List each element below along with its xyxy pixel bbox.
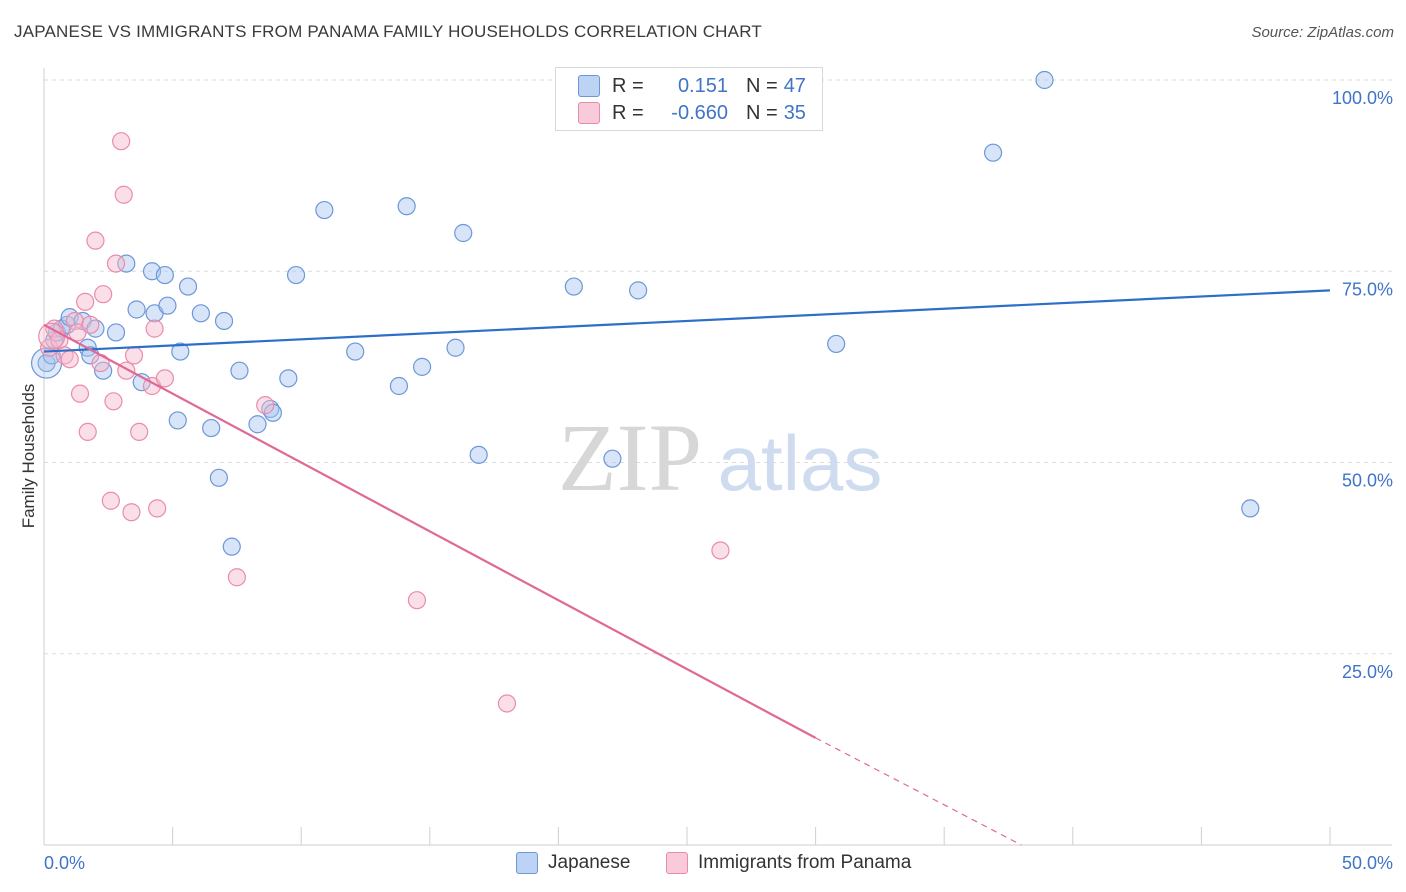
- trend-lines: [43, 289, 1331, 846]
- data-point-panama: [256, 396, 275, 415]
- data-point-japanese: [171, 342, 190, 361]
- data-point-panama: [81, 315, 100, 334]
- legend-n-value: 35: [783, 101, 806, 124]
- watermark-atlas: atlas: [718, 419, 883, 507]
- data-point-japanese: [315, 200, 334, 220]
- tick-labels: 25.0% 50.0% 75.0% 100.0% 0.0% 50.0%: [44, 88, 1393, 873]
- data-point-panama: [227, 568, 246, 587]
- data-point-japanese: [279, 369, 298, 388]
- data-point-panama: [86, 231, 105, 250]
- data-point-japanese: [603, 449, 622, 468]
- data-point-japanese: [983, 143, 1003, 162]
- bottom-legend-swatch-japanese: [516, 852, 538, 874]
- data-point-panama: [94, 285, 113, 304]
- data-point-panama: [112, 132, 131, 151]
- data-point-panama: [78, 422, 97, 441]
- data-point-japanese: [230, 361, 249, 380]
- data-point-panama: [101, 491, 120, 510]
- data-point-japanese: [155, 265, 174, 285]
- bottom-legend-swatch-panama: [666, 852, 688, 874]
- data-point-japanese: [191, 304, 210, 323]
- data-point-panama: [70, 384, 90, 403]
- data-point-japanese: [629, 281, 648, 300]
- chart-title: JAPANESE VS IMMIGRANTS FROM PANAMA FAMIL…: [14, 22, 762, 41]
- data-point-japanese: [397, 197, 416, 216]
- data-point-japanese: [202, 418, 221, 438]
- y-tick-label: 25.0%: [1342, 662, 1393, 682]
- data-point-japanese: [564, 277, 583, 296]
- legend-swatch-japanese: [578, 75, 600, 97]
- axes: [43, 68, 1392, 846]
- correlation-legend: R = 0.151 N = 47 R = -0.660 N = 35: [555, 67, 823, 131]
- legend-r-value: -0.660: [671, 101, 728, 124]
- y-tick-label: 75.0%: [1342, 279, 1393, 299]
- data-point-japanese: [248, 415, 267, 434]
- data-point-japanese: [222, 537, 241, 556]
- y-tick-label: 100.0%: [1332, 88, 1393, 108]
- data-point-panama: [65, 311, 84, 331]
- legend-n-label: N =: [746, 74, 778, 97]
- data-point-japanese: [1035, 70, 1054, 90]
- data-point-panama: [711, 541, 730, 560]
- data-point-japanese: [178, 277, 198, 296]
- legend-r-label: R =: [612, 101, 644, 124]
- data-point-japanese: [827, 334, 846, 354]
- legend-r-label: R =: [612, 74, 644, 97]
- data-point-panama: [124, 346, 144, 365]
- data-point-panama: [148, 499, 167, 518]
- data-point-panama: [104, 392, 123, 411]
- data-point-panama: [122, 503, 141, 522]
- data-point-panama: [106, 254, 126, 273]
- bottom-legend-japanese: Japanese: [516, 852, 630, 874]
- data-point-japanese: [286, 265, 306, 285]
- data-point-japanese: [454, 223, 473, 243]
- bottom-legend-label-panama: Immigrants from Panama: [698, 852, 912, 873]
- trend-line-japanese: [43, 289, 1331, 353]
- y-tick-label: 50.0%: [1342, 471, 1393, 491]
- x-tick-label: 0.0%: [44, 853, 85, 873]
- data-point-japanese: [1241, 499, 1260, 518]
- data-point-panama: [76, 292, 95, 311]
- data-point-panama-cluster: [38, 322, 66, 350]
- data-point-japanese: [117, 254, 136, 273]
- data-point-panama: [407, 591, 427, 610]
- watermark: ZIP atlas: [558, 404, 882, 511]
- data-point-japanese: [412, 357, 432, 376]
- grid-lines: [44, 79, 1392, 655]
- data-point-panama: [130, 422, 149, 441]
- data-point-japanese: [346, 342, 365, 361]
- x-tick-label: 50.0%: [1342, 853, 1393, 873]
- data-point-panama: [145, 319, 164, 338]
- trend-line-panama-extension: [815, 737, 1022, 846]
- legend-swatch-panama: [578, 102, 600, 124]
- legend-n-value: 47: [783, 74, 806, 97]
- watermark-zip: ZIP: [558, 404, 702, 511]
- data-point-panama: [114, 185, 133, 204]
- data-point-panama: [60, 350, 79, 369]
- legend-n-label: N =: [746, 101, 778, 124]
- data-point-japanese: [158, 296, 177, 315]
- legend-row-panama: R = -0.660 N = 35: [578, 100, 806, 126]
- data-point-japanese: [446, 338, 465, 357]
- data-point-japanese: [469, 445, 488, 464]
- data-point-japanese: [106, 323, 126, 342]
- bottom-legend-panama: Immigrants from Panama: [666, 852, 911, 874]
- data-point-japanese: [389, 376, 409, 396]
- trend-line-panama: [43, 323, 817, 739]
- data-point-panama: [155, 369, 174, 388]
- legend-r-value: 0.151: [677, 74, 728, 97]
- legend-row-japanese: R = 0.151 N = 47: [578, 73, 806, 99]
- data-point-japanese: [263, 403, 283, 422]
- data-point-japanese: [209, 468, 228, 487]
- data-point-japanese: [214, 311, 234, 331]
- data-point-japanese: [127, 300, 146, 319]
- data-point-panama: [497, 694, 517, 713]
- bottom-legend-label-japanese: Japanese: [548, 852, 631, 873]
- y-axis-label: Family Households: [19, 384, 38, 529]
- source-label: Source: ZipAtlas.com: [1251, 24, 1394, 41]
- data-point-japanese: [168, 411, 187, 430]
